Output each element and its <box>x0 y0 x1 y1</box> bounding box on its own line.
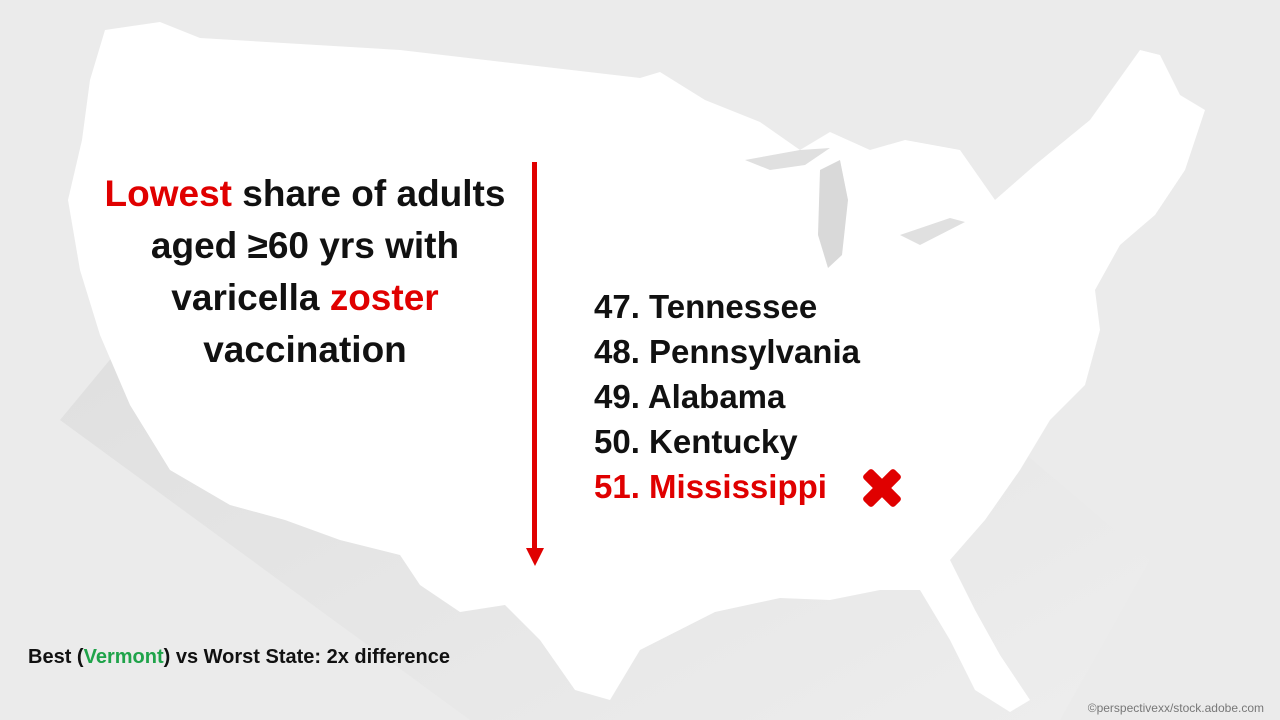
headline-emphasis-lowest: Lowest <box>104 173 232 214</box>
lake-erie <box>900 218 965 245</box>
lake-superior <box>745 148 830 170</box>
us-map-silhouette <box>68 22 1205 712</box>
headline-text-end: vaccination <box>203 329 407 370</box>
image-credit: ©perspectivexx/stock.adobe.com <box>1087 701 1264 715</box>
footnote-best-state: Vermont <box>83 646 164 668</box>
footnote-suffix: ) vs Worst State: 2x difference <box>163 646 450 668</box>
x-mark-icon <box>863 469 901 507</box>
headline-text-main: share of adults aged ≥60 yrs with varice… <box>150 173 506 318</box>
ranking-item: 47. Tennessee <box>594 288 818 325</box>
headline: Lowest share of adults aged ≥60 yrs with… <box>100 168 510 376</box>
florida-peninsula <box>940 600 1010 700</box>
lake-michigan <box>818 160 848 268</box>
footnote: Best (Vermont) vs Worst State: 2x differ… <box>28 646 450 669</box>
ranking-item-worst: 51. Mississippi <box>594 468 827 505</box>
ranking-item: 48. Pennsylvania <box>594 333 860 370</box>
ranking-item: 49. Alabama <box>594 378 786 415</box>
ranking-item: 50. Kentucky <box>594 423 798 460</box>
down-arrow-icon <box>526 162 544 566</box>
footnote-prefix: Best ( <box>28 646 84 668</box>
ranking-list: 47. Tennessee 48. Pennsylvania 49. Alaba… <box>594 284 860 509</box>
headline-emphasis-zoster: zoster <box>329 277 439 318</box>
